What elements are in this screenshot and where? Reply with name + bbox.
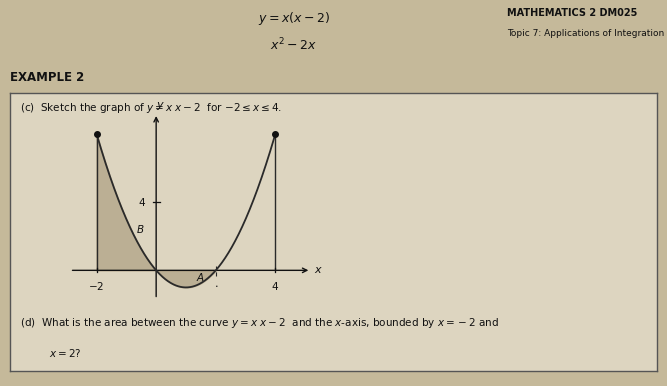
Text: $4$: $4$ [137,196,145,208]
Text: $4$: $4$ [271,280,279,292]
Text: $y = x(x-2)$: $y = x(x-2)$ [257,10,329,27]
Text: $x = 2$?: $x = 2$? [49,347,81,359]
Text: $\cdot$: $\cdot$ [213,280,218,290]
Text: $x^2 - 2x$: $x^2 - 2x$ [270,37,317,53]
Text: Topic 7: Applications of Integration: Topic 7: Applications of Integration [507,29,664,38]
Text: MATHEMATICS 2 DM025: MATHEMATICS 2 DM025 [507,8,637,18]
Text: (c)  Sketch the graph of $y = x\ x - 2$  for $-2 \leq x \leq 4$.: (c) Sketch the graph of $y = x\ x - 2$ f… [20,101,281,115]
Text: $y$: $y$ [156,100,165,112]
Text: (d)  What is the area between the curve $y = x\ x - 2$  and the $x$-axis, bounde: (d) What is the area between the curve $… [20,317,499,330]
Text: $-2$: $-2$ [89,280,105,292]
Text: $B$: $B$ [135,223,144,235]
Text: EXAMPLE 2: EXAMPLE 2 [10,71,84,85]
Text: $A$: $A$ [196,271,205,283]
Text: $x$: $x$ [314,265,323,275]
